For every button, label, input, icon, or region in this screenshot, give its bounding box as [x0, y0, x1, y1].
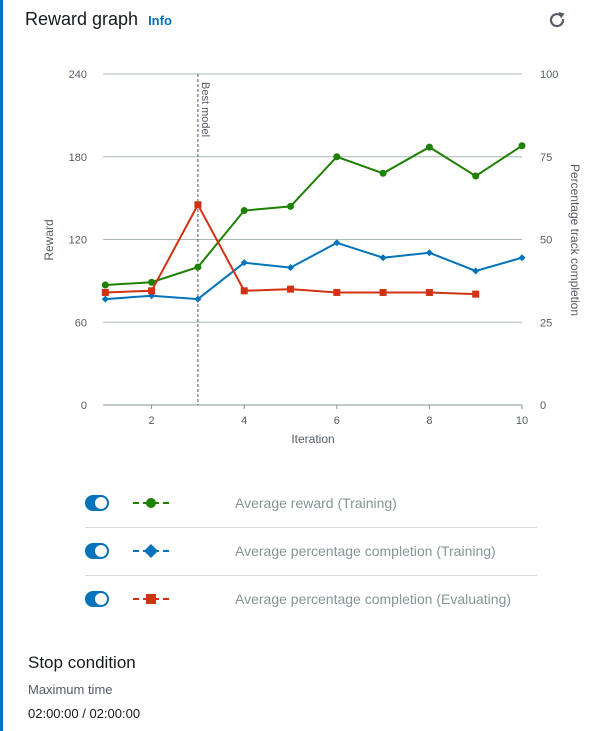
data-point: [425, 249, 433, 257]
data-point: [379, 288, 387, 296]
panel-title: Reward graph: [25, 9, 139, 29]
x-tick-label: 4: [241, 415, 247, 427]
data-point: [472, 290, 480, 298]
data-point: [194, 263, 202, 271]
data-point: [194, 295, 202, 303]
y-tick-label: 0: [81, 400, 87, 412]
y-tick-label: 180: [69, 152, 87, 164]
data-point: [379, 169, 387, 177]
y-tick-label: 240: [69, 69, 87, 81]
y2-tick-label: 50: [540, 235, 552, 247]
data-point: [333, 288, 341, 296]
square-marker-icon: [133, 594, 169, 604]
reward-chart: 0 60 120 180 240 0 25 50 75 100 2 4 6 8 10 Iteration Rew…: [42, 69, 582, 446]
x-tick-label: 8: [426, 415, 432, 427]
y-tick-label: 120: [69, 235, 87, 247]
circle-marker-icon: [133, 498, 169, 508]
series-line-3: [105, 202, 476, 296]
toggle-knob: [95, 593, 107, 605]
x-axis-label: Iteration: [291, 432, 334, 446]
data-point: [287, 264, 295, 272]
data-point: [101, 281, 109, 289]
info-link[interactable]: Info: [148, 13, 172, 28]
y-axis-label: Reward: [42, 219, 56, 260]
legend-item: Average reward (Training): [85, 480, 537, 528]
diamond-marker-icon: [133, 544, 169, 558]
x-tick-label: 6: [334, 415, 340, 427]
chart-legend: Average reward (Training) Average percent…: [85, 480, 537, 623]
legend-label: Average percentage completion (Evaluatin…: [235, 591, 512, 607]
y2-tick-label: 0: [540, 400, 546, 412]
data-point: [425, 143, 433, 151]
best-model-label: Best model: [199, 82, 211, 137]
y2-tick-label: 75: [540, 152, 552, 164]
data-point: [472, 267, 480, 275]
stop-condition-value: 02:00:00 / 02:00:00: [28, 706, 141, 721]
y-tick-label: 60: [75, 317, 87, 329]
data-point: [240, 287, 248, 295]
series-toggle[interactable]: [85, 591, 109, 607]
data-point: [333, 153, 341, 161]
data-point: [518, 254, 526, 262]
data-point: [287, 202, 295, 210]
data-point: [518, 142, 526, 150]
series-toggle[interactable]: [85, 495, 109, 511]
data-point: [472, 172, 480, 180]
panel-header: Reward graph Info: [25, 9, 172, 30]
legend-label: Average percentage completion (Training): [235, 543, 496, 559]
data-point: [101, 288, 109, 296]
refresh-icon[interactable]: [546, 9, 568, 31]
data-point: [148, 287, 156, 295]
y2-axis-label: Percentage track completion: [568, 164, 582, 316]
data-point: [240, 259, 248, 267]
stop-condition-title: Stop condition: [28, 653, 136, 672]
y2-tick-label: 100: [540, 69, 558, 81]
x-tick-label: 2: [149, 415, 155, 427]
legend-label: Average reward (Training): [235, 495, 397, 511]
y2-tick-label: 25: [540, 317, 552, 329]
data-point: [240, 207, 248, 215]
data-point: [194, 201, 202, 209]
toggle-knob: [95, 497, 107, 509]
legend-item: Average percentage completion (Training): [85, 528, 537, 576]
data-point: [333, 239, 341, 247]
series-toggle[interactable]: [85, 543, 109, 559]
x-tick-label: 10: [516, 415, 528, 427]
data-point: [148, 278, 156, 286]
toggle-knob: [95, 545, 107, 557]
data-point: [101, 295, 109, 303]
series-line-2: [105, 241, 523, 301]
series-line-1: [105, 144, 523, 287]
data-point: [379, 254, 387, 262]
stop-condition-label: Maximum time: [28, 682, 113, 697]
data-point: [287, 285, 295, 293]
data-point: [425, 288, 433, 296]
legend-item: Average percentage completion (Evaluatin…: [85, 576, 537, 623]
